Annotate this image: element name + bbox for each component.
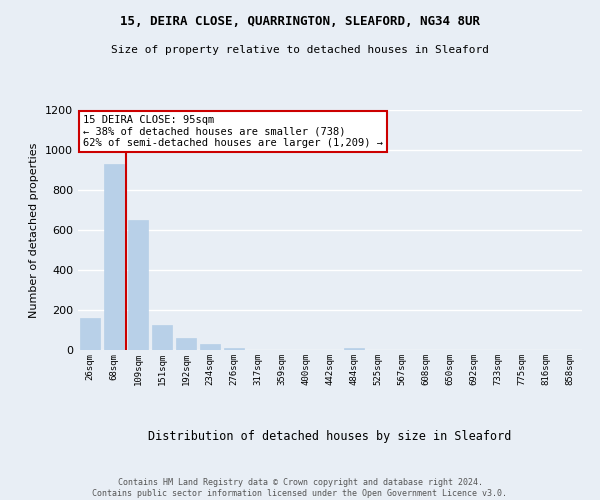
Text: Size of property relative to detached houses in Sleaford: Size of property relative to detached ho…: [111, 45, 489, 55]
Bar: [224, 348, 244, 350]
Text: Distribution of detached houses by size in Sleaford: Distribution of detached houses by size …: [148, 430, 512, 443]
Bar: [104, 164, 124, 350]
Text: 15 DEIRA CLOSE: 95sqm
← 38% of detached houses are smaller (738)
62% of semi-det: 15 DEIRA CLOSE: 95sqm ← 38% of detached …: [83, 115, 383, 148]
Bar: [176, 338, 196, 350]
Y-axis label: Number of detached properties: Number of detached properties: [29, 142, 40, 318]
Bar: [344, 348, 364, 350]
Text: 15, DEIRA CLOSE, QUARRINGTON, SLEAFORD, NG34 8UR: 15, DEIRA CLOSE, QUARRINGTON, SLEAFORD, …: [120, 15, 480, 28]
Bar: [200, 344, 220, 350]
Bar: [152, 325, 172, 350]
Bar: [128, 220, 148, 350]
Bar: [80, 318, 100, 350]
Text: Contains HM Land Registry data © Crown copyright and database right 2024.
Contai: Contains HM Land Registry data © Crown c…: [92, 478, 508, 498]
